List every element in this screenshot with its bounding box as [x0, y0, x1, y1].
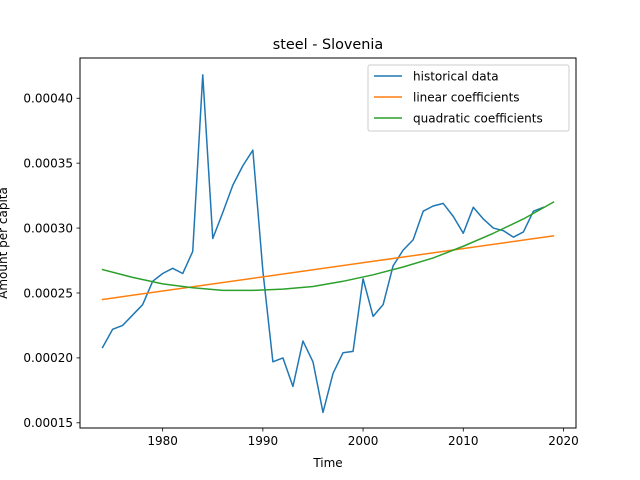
y-tick-label: 0.00015: [23, 416, 73, 430]
y-tick-label: 0.00030: [23, 221, 73, 235]
x-tick-label: 2020: [548, 434, 579, 448]
legend: historical data linear coefficients quadra…: [367, 64, 570, 132]
y-tick-label: 0.00040: [23, 92, 73, 106]
x-tick-label: 2000: [348, 434, 379, 448]
x-axis: 1980 1990 2000 2010 2020: [147, 428, 579, 448]
series-line-3: [101, 201, 555, 292]
series-line-2: [101, 235, 555, 301]
y-axis-label: Amount per capita: [0, 187, 10, 299]
x-axis-label: Time: [312, 456, 342, 470]
legend-label-3: quadratic coefficients: [413, 111, 543, 125]
x-tick-label: 1990: [248, 434, 279, 448]
x-tick-label: 2010: [448, 434, 479, 448]
legend-box: [367, 64, 570, 132]
series-line-1: [101, 74, 545, 414]
chart-title: steel - Slovenia: [273, 37, 383, 53]
legend-label-2: linear coefficients: [413, 90, 520, 104]
y-axis: 0.00015 0.00020 0.00025 0.00030 0.00035 0.000…: [23, 92, 80, 430]
y-tick-label: 0.00020: [23, 351, 73, 365]
plot-area: [101, 74, 555, 414]
axes-frame: [79, 57, 577, 429]
legend-label-1: historical data: [413, 69, 499, 83]
x-tick-label: 1980: [147, 434, 178, 448]
y-tick-label: 0.00025: [23, 286, 73, 300]
y-tick-label: 0.00035: [23, 156, 73, 170]
